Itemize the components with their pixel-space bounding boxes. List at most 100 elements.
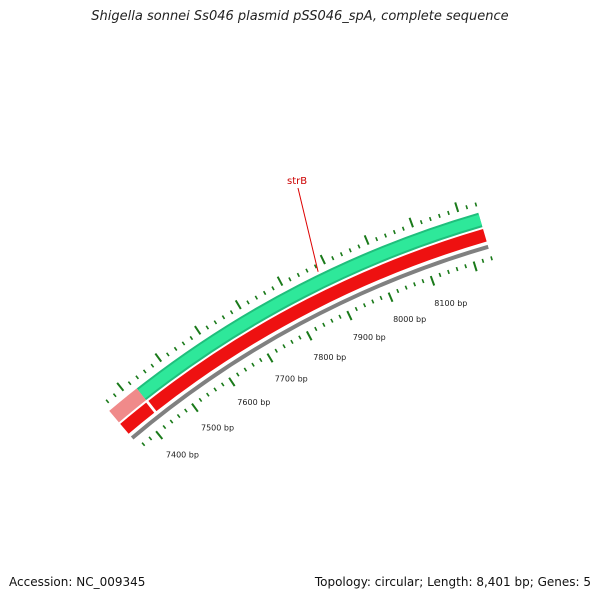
inner-tick — [314, 326, 318, 332]
outer-tick — [271, 286, 275, 291]
inner-tick — [184, 408, 188, 413]
outer-tick — [116, 382, 125, 392]
outer-tick — [313, 264, 318, 269]
tick-label: 7500 bp — [201, 423, 234, 432]
outer-tick — [331, 256, 335, 261]
inner-tick — [413, 282, 417, 287]
summary-text: Topology: circular; Length: 8,401 bp; Ge… — [314, 575, 591, 589]
inner-tick — [447, 269, 450, 275]
outer-tick — [348, 248, 352, 253]
inner-tick — [236, 372, 240, 377]
outer-tick — [339, 252, 344, 257]
outer-tick — [154, 352, 163, 363]
outer-tick — [428, 216, 432, 222]
outer-tick — [296, 272, 301, 278]
inner-tick — [490, 256, 493, 261]
inner-tick — [472, 261, 478, 272]
accession-text: Accession: NC_009345 — [9, 575, 146, 589]
outer-tick — [135, 375, 140, 380]
outer-tick — [221, 315, 226, 320]
outer-tick — [288, 277, 292, 282]
outer-tick — [234, 299, 242, 310]
outer-tick — [105, 399, 110, 404]
outer-tick — [474, 202, 478, 207]
outer-tick-marks — [105, 202, 478, 404]
outer-tick — [229, 310, 234, 315]
forward-gene-segment-dim — [109, 388, 147, 423]
tick-label: 8100 bp — [434, 299, 467, 308]
tick-labels: 7400 bp 7500 bp 7600 bp 7700 bp 7800 bp 7900 … — [166, 299, 467, 460]
outer-tick — [465, 205, 469, 210]
gene-label-strB[interactable]: strB — [287, 176, 307, 187]
inner-tick — [191, 403, 199, 413]
forward-gene-strB[interactable] — [138, 214, 482, 399]
outer-tick — [213, 320, 218, 325]
outer-tick — [112, 393, 117, 398]
inner-tick — [464, 264, 468, 269]
gene-label-line — [297, 187, 319, 272]
inner-tick — [228, 377, 236, 387]
outer-tick — [357, 244, 361, 249]
inner-tick — [330, 318, 334, 323]
inner-tick — [354, 306, 358, 312]
outer-tick — [194, 325, 202, 335]
inner-tick — [290, 339, 294, 344]
inner-tick — [251, 362, 255, 367]
reverse-gene-track[interactable] — [148, 229, 487, 412]
outer-tick — [254, 295, 259, 300]
inner-tick — [404, 285, 408, 290]
inner-tick — [220, 382, 225, 387]
outer-tick — [262, 290, 267, 296]
inner-tick — [206, 392, 210, 397]
reverse-gene-segment-dim — [120, 402, 155, 434]
inner-tick — [259, 357, 263, 363]
tick-label: 8000 bp — [393, 315, 426, 324]
inner-tick — [429, 275, 436, 286]
outer-tick — [408, 217, 414, 228]
tick-label: 7800 bp — [313, 353, 346, 362]
outer-tick — [205, 325, 210, 330]
outer-tick — [392, 229, 396, 235]
outer-tick — [276, 276, 284, 287]
inner-tick — [371, 299, 375, 304]
map-title: Shigella sonnei Ss046 plasmid pSS046_spA… — [91, 9, 509, 24]
inner-tick — [274, 348, 278, 353]
inner-tick — [213, 387, 218, 392]
outer-tick — [305, 268, 309, 273]
inner-tick — [338, 314, 342, 319]
inner-tick — [148, 436, 153, 441]
outer-tick — [173, 346, 178, 351]
inner-tick — [198, 397, 203, 403]
inner-tick — [305, 330, 313, 341]
outer-tick — [319, 254, 326, 265]
outer-tick — [363, 234, 370, 245]
inner-tick — [346, 310, 353, 321]
inner-tick — [387, 292, 394, 303]
inner-tick — [162, 425, 167, 430]
inner-tick — [438, 272, 442, 278]
inner-tick — [282, 344, 286, 349]
inner-tick — [362, 303, 367, 308]
tick-label: 7400 bp — [166, 450, 199, 459]
inner-tick — [243, 367, 248, 372]
inner-tick-marks — [141, 256, 493, 447]
outer-tick — [166, 352, 170, 357]
tick-label: 7700 bp — [275, 375, 308, 384]
inner-tick — [169, 419, 174, 424]
inner-tick — [266, 353, 274, 363]
outer-tick — [246, 300, 250, 305]
outer-tick — [127, 381, 132, 386]
outer-tick — [150, 363, 155, 368]
inner-tick — [481, 258, 485, 264]
inner-tick — [379, 295, 383, 301]
outer-tick — [375, 236, 379, 242]
inner-tick — [176, 413, 181, 419]
inner-tick — [298, 335, 302, 340]
inner-tick — [396, 288, 400, 294]
tick-label: 7900 bp — [353, 333, 386, 342]
outer-tick — [189, 335, 194, 341]
inner-tick — [141, 442, 146, 447]
outer-tick — [447, 210, 450, 216]
outer-tick — [142, 369, 147, 374]
